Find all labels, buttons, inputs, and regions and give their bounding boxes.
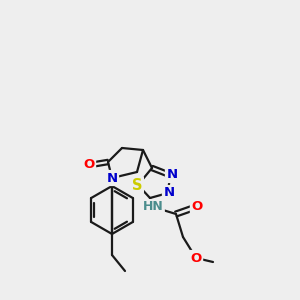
Text: O: O bbox=[191, 200, 203, 214]
Text: N: N bbox=[106, 172, 118, 184]
Text: O: O bbox=[190, 251, 202, 265]
Text: S: S bbox=[132, 178, 142, 193]
Text: HN: HN bbox=[142, 200, 164, 214]
Text: N: N bbox=[167, 169, 178, 182]
Text: N: N bbox=[164, 187, 175, 200]
Text: O: O bbox=[83, 158, 94, 172]
